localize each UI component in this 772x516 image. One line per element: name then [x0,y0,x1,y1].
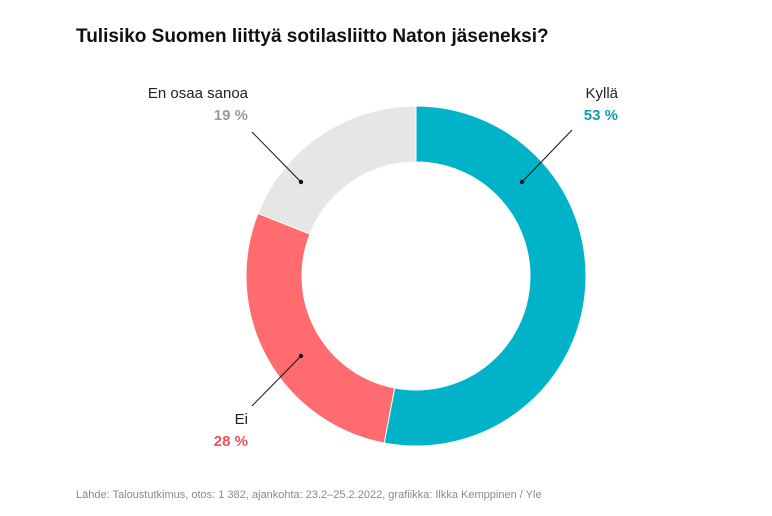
slice-value-ei: 28 % [214,433,248,450]
slice-value-kyll-: 53 % [584,107,618,124]
slice-label-en-osaa-sanoa: En osaa sanoa [148,85,249,102]
source-note: Lähde: Taloustutkimus, otos: 1 382, ajan… [76,489,542,501]
leader-line-kyll- [521,129,573,183]
slice-label-ei: Ei [235,411,248,428]
slice-en-osaa-sanoa [257,105,417,235]
slice-ei [245,212,396,444]
slice-kyll- [383,105,587,447]
leader-line-en-osaa-sanoa [251,131,302,183]
leader-dot-kyll- [519,179,525,185]
leader-dot-en-osaa-sanoa [298,179,304,185]
leader-line-ei [251,355,302,407]
slice-value-en-osaa-sanoa: 19 % [214,107,248,124]
leader-dot-ei [298,353,304,359]
chart-title: Tulisiko Suomen liittyä sotilasliitto Na… [76,26,549,47]
slice-label-kyll-: Kyllä [585,85,618,102]
